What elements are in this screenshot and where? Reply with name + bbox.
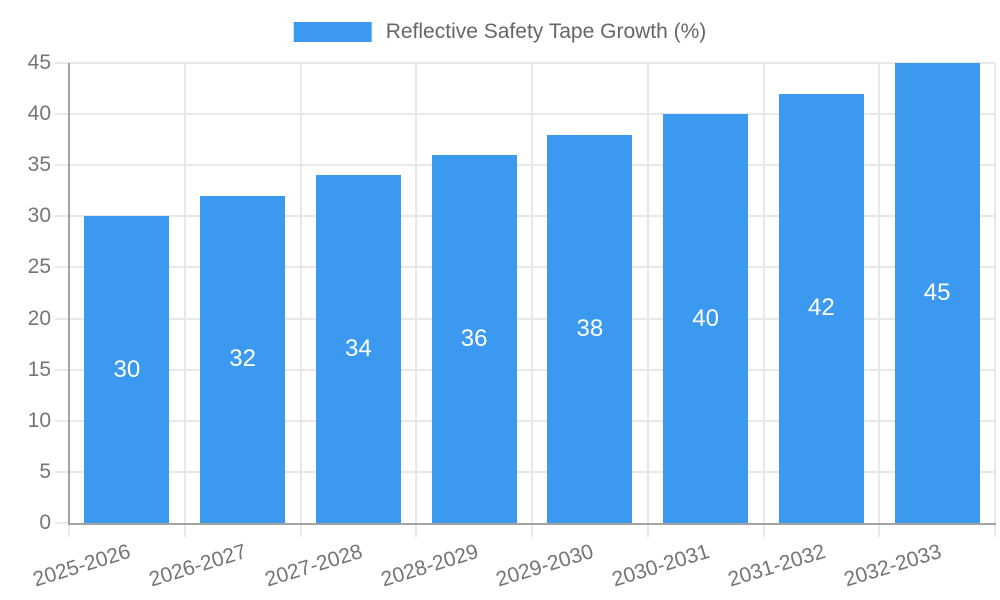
x-tick: [415, 523, 418, 537]
y-tick: [55, 317, 69, 320]
x-tick-label: 2028-2029: [378, 540, 481, 592]
y-tick: [55, 164, 69, 167]
x-tick: [531, 523, 533, 537]
bar[interactable]: [315, 175, 401, 523]
y-tick-label: 40: [27, 102, 51, 126]
x-tick: [183, 523, 186, 537]
legend-label: Reflective Safety Tape Growth (%): [385, 20, 707, 43]
bar[interactable]: [200, 195, 286, 523]
y-tick-label: 0: [39, 511, 51, 534]
bar[interactable]: [778, 93, 864, 523]
x-tick-label: 2029-2030: [493, 540, 597, 592]
x-tick-label: 2025-2026: [30, 540, 134, 592]
bar[interactable]: [547, 134, 633, 523]
x-gridline: [531, 63, 533, 523]
y-tick-label: 5: [39, 459, 51, 483]
y-tick: [55, 368, 69, 371]
y-tick: [55, 522, 69, 524]
legend-swatch: [293, 22, 372, 42]
y-tick: [55, 419, 69, 422]
bar-value-label: 36: [460, 325, 488, 352]
bar[interactable]: [663, 114, 749, 523]
x-gridline: [878, 63, 881, 523]
x-tick: [762, 523, 765, 537]
y-tick: [55, 113, 69, 116]
x-gridline: [646, 63, 649, 523]
x-gridline: [994, 63, 996, 523]
x-gridline: [183, 63, 186, 523]
bar-value-label: 42: [808, 294, 835, 322]
y-tick: [55, 266, 69, 269]
bar-value-label: 38: [576, 314, 604, 342]
bar-value-label: 34: [345, 335, 372, 363]
y-tick-label: 15: [27, 357, 51, 381]
y-tick-label: 30: [27, 204, 51, 228]
x-gridline: [762, 63, 765, 523]
bar[interactable]: [84, 216, 170, 523]
bar-value-label: 45: [923, 279, 951, 306]
x-tick: [646, 523, 649, 537]
bar-value-label: 30: [113, 355, 141, 383]
x-gridline: [299, 63, 302, 523]
y-tick: [55, 215, 69, 218]
x-tick: [994, 523, 996, 537]
x-gridline: [415, 63, 418, 523]
y-tick-label: 35: [27, 153, 51, 177]
y-tick-label: 10: [27, 408, 51, 432]
y-tick: [55, 62, 69, 64]
bar-value-label: 40: [692, 304, 719, 332]
x-tick-label: 2031-2032: [725, 540, 829, 592]
x-tick: [68, 523, 70, 537]
legend-item[interactable]: Reflective Safety Tape Growth (%): [293, 20, 707, 44]
x-tick-label: 2032-2033: [841, 540, 944, 592]
y-tick-label: 45: [27, 51, 51, 74]
y-tick-label: 20: [27, 306, 51, 330]
y-tick-label: 25: [27, 255, 51, 279]
y-tick: [55, 470, 69, 473]
x-axis-line: [68, 523, 996, 525]
y-axis-line: [68, 63, 70, 523]
x-tick: [878, 523, 881, 537]
x-tick-label: 2027-2028: [262, 540, 366, 592]
x-tick: [299, 523, 302, 537]
bar[interactable]: [894, 63, 980, 523]
x-tick-label: 2030-2031: [609, 540, 713, 592]
bar[interactable]: [431, 155, 517, 523]
x-tick-label: 2026-2027: [146, 540, 250, 592]
bar-value-label: 32: [229, 345, 256, 373]
